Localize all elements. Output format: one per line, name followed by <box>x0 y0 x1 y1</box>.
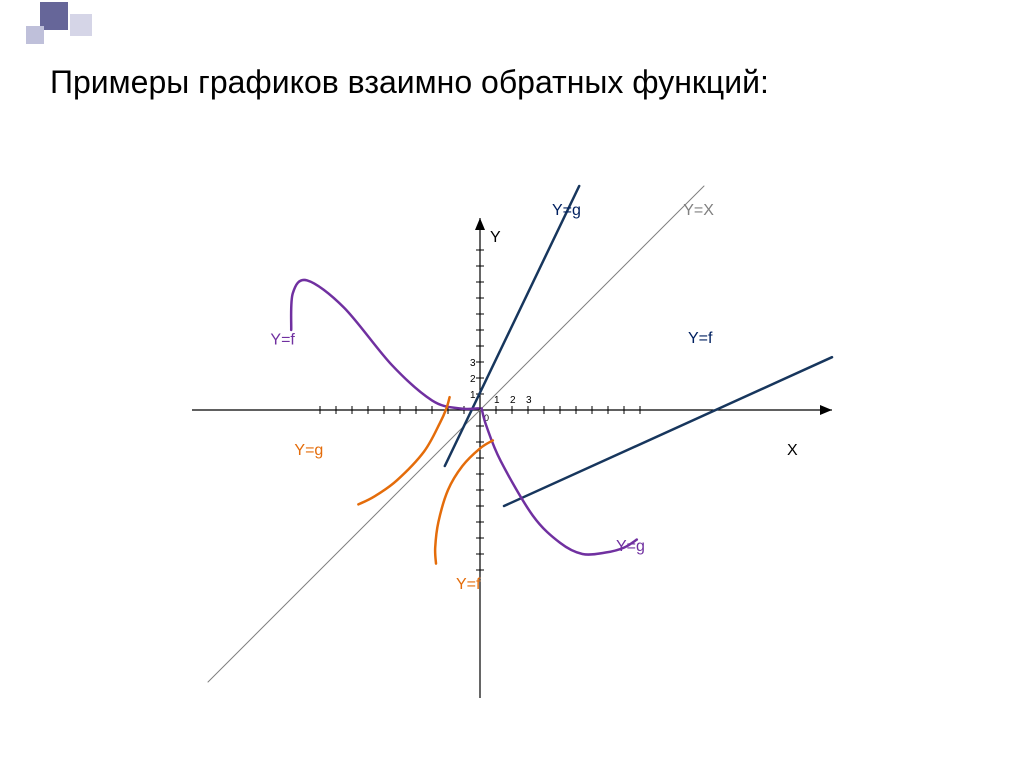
svg-text:X: X <box>787 442 798 459</box>
svg-text:Y=f: Y=f <box>688 330 713 347</box>
page-title: Примеры графиков взаимно обратных функци… <box>50 62 769 102</box>
svg-text:Y=X: Y=X <box>683 202 714 219</box>
svg-text:Y=f: Y=f <box>456 576 481 593</box>
deco-square <box>26 26 44 44</box>
svg-text:1: 1 <box>470 390 476 401</box>
deco-square <box>40 2 68 30</box>
svg-text:3: 3 <box>470 358 476 369</box>
svg-text:Y=g: Y=g <box>294 442 323 459</box>
svg-text:Y=f: Y=f <box>270 331 295 348</box>
deco-square <box>70 14 92 36</box>
svg-text:2: 2 <box>470 374 476 385</box>
svg-text:2: 2 <box>510 395 516 406</box>
svg-text:3: 3 <box>526 395 532 406</box>
svg-text:Y=g: Y=g <box>616 538 645 555</box>
inverse-functions-chart: 1231230YXY=XY=gY=fY=fY=gY=gY=f <box>150 145 870 725</box>
svg-text:1: 1 <box>494 395 500 406</box>
chart-svg: 1231230YXY=XY=gY=fY=fY=gY=gY=f <box>150 145 870 725</box>
svg-text:Y=g: Y=g <box>552 202 581 219</box>
svg-text:Y: Y <box>490 229 501 246</box>
